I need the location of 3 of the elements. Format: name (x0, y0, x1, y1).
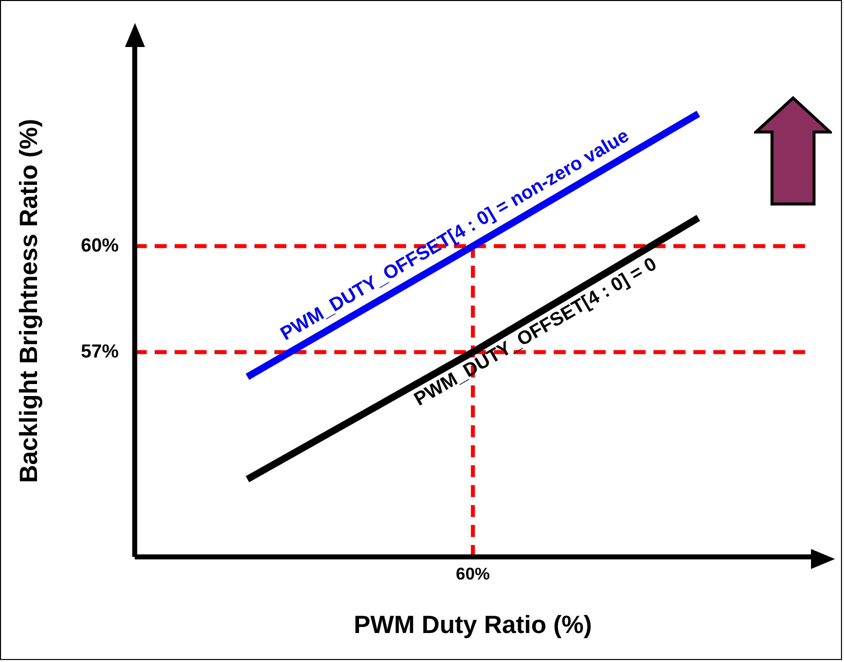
x-axis-title: PWM Duty Ratio (%) (354, 610, 592, 639)
y-tick-label: 57% (80, 341, 119, 362)
y-axis-title: Backlight Brightness Ratio (%) (14, 118, 43, 483)
